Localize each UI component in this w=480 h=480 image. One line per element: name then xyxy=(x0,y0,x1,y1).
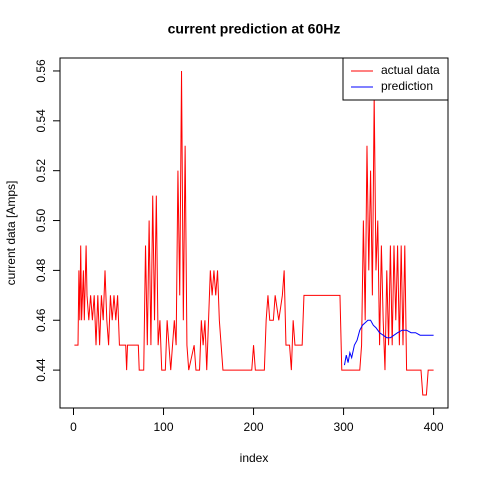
y-tick-label: 0.44 xyxy=(34,358,48,382)
data-line xyxy=(343,319,434,366)
x-tick-label: 100 xyxy=(154,420,174,434)
chart-title: current prediction at 60Hz xyxy=(168,21,341,37)
x-tick-label: 400 xyxy=(424,420,444,434)
legend-label: actual data xyxy=(381,63,440,77)
y-tick-label: 0.50 xyxy=(34,209,48,233)
data-line xyxy=(74,70,434,396)
x-tick-label: 200 xyxy=(244,420,264,434)
y-tick-label: 0.48 xyxy=(34,258,48,282)
x-tick-label: 0 xyxy=(70,420,77,434)
legend-label: prediction xyxy=(381,79,433,93)
x-tick-label: 300 xyxy=(334,420,354,434)
x-axis-label: index xyxy=(240,451,269,465)
y-tick-label: 0.46 xyxy=(34,308,48,332)
y-tick-label: 0.56 xyxy=(34,59,48,83)
y-tick-label: 0.52 xyxy=(34,159,48,183)
y-axis-label: current data [Amps] xyxy=(4,181,18,286)
legend-box xyxy=(342,57,449,101)
y-tick-label: 0.54 xyxy=(34,109,48,133)
